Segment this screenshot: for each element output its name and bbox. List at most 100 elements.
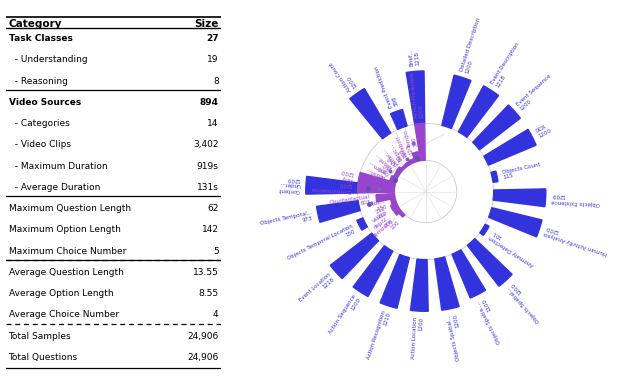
- Text: Why
1200: Why 1200: [339, 168, 355, 182]
- Text: 919s: 919s: [196, 162, 219, 170]
- Text: Count...
150: Count... 150: [373, 148, 397, 170]
- Polygon shape: [473, 105, 520, 150]
- Polygon shape: [406, 71, 425, 124]
- Polygon shape: [317, 201, 360, 222]
- Text: - Maximum Duration: - Maximum Duration: [8, 162, 107, 170]
- Text: Logic...
100: Logic... 100: [388, 139, 408, 161]
- Text: - Video Clips: - Video Clips: [8, 140, 70, 149]
- Polygon shape: [396, 167, 403, 174]
- Polygon shape: [491, 171, 498, 182]
- Text: Average Choice Number: Average Choice Number: [8, 310, 118, 319]
- Polygon shape: [358, 172, 396, 187]
- Text: Size: Size: [195, 19, 219, 29]
- Text: 3,402: 3,402: [193, 140, 219, 149]
- Text: OCR
1200: OCR 1200: [535, 123, 552, 139]
- Text: 62: 62: [207, 204, 219, 213]
- Text: Objects Count
115: Objects Count 115: [502, 162, 541, 180]
- Polygon shape: [410, 259, 428, 311]
- Text: 8: 8: [213, 77, 219, 85]
- Text: 27: 27: [206, 34, 219, 43]
- Polygon shape: [452, 250, 486, 298]
- Text: Objects Spatia....
1100: Objects Spatia.... 1100: [476, 297, 507, 344]
- Text: Brief...
1218: Brief... 1218: [408, 48, 420, 66]
- Text: Event Description
1218: Event Description 1218: [490, 42, 525, 88]
- Polygon shape: [405, 162, 411, 167]
- Polygon shape: [357, 218, 367, 230]
- Polygon shape: [358, 183, 395, 193]
- Text: 4: 4: [213, 310, 219, 319]
- Text: Patter...
80: Patter... 80: [381, 143, 403, 166]
- Polygon shape: [394, 208, 401, 215]
- Polygon shape: [394, 172, 400, 178]
- Polygon shape: [412, 152, 420, 162]
- Polygon shape: [480, 224, 489, 235]
- Text: - Understanding: - Understanding: [8, 55, 87, 64]
- Polygon shape: [415, 123, 425, 161]
- Text: 24,906: 24,906: [188, 332, 219, 340]
- Text: Average Question Length: Average Question Length: [8, 268, 124, 277]
- Text: Event Prediction
398: Event Prediction 398: [374, 62, 399, 108]
- Text: 131s: 131s: [196, 183, 219, 192]
- Polygon shape: [484, 129, 536, 165]
- Text: Action Recognition
1210: Action Recognition 1210: [365, 309, 392, 362]
- Text: Maximum Choice Number: Maximum Choice Number: [8, 247, 126, 255]
- Text: Anomaly Detection
101: Anomaly Detection 101: [488, 229, 538, 267]
- Text: Objects Spatial...
1200: Objects Spatial... 1200: [447, 313, 467, 361]
- Polygon shape: [409, 159, 415, 164]
- Text: Action Location
1200: Action Location 1200: [412, 316, 424, 359]
- Text: Total Samples: Total Samples: [8, 332, 71, 340]
- Text: Tempora...
100: Tempora... 100: [372, 215, 401, 243]
- Text: Comm...
130: Comm... 130: [367, 155, 393, 176]
- Text: Action Prediction
1200: Action Prediction 1200: [410, 72, 424, 118]
- Text: Total Questions: Total Questions: [8, 353, 77, 362]
- Text: 8.55: 8.55: [198, 289, 219, 298]
- Text: 5: 5: [213, 247, 219, 255]
- Text: - Reasoning: - Reasoning: [8, 77, 67, 85]
- Polygon shape: [350, 88, 391, 139]
- Text: Task Classes: Task Classes: [8, 34, 72, 43]
- Polygon shape: [435, 257, 459, 310]
- Text: Commonsense
1200: Commonsense 1200: [310, 180, 352, 193]
- Polygon shape: [390, 198, 397, 205]
- Text: Objects Temporal...
973: Objects Temporal... 973: [259, 210, 314, 232]
- Polygon shape: [306, 177, 358, 194]
- Text: Action Sequence
1200: Action Sequence 1200: [328, 294, 362, 338]
- Text: Human Activity Analysis
1200: Human Activity Analysis 1200: [543, 225, 610, 256]
- Text: Objects Existence
1209: Objects Existence 1209: [551, 193, 600, 206]
- Text: 894: 894: [200, 98, 219, 107]
- Text: Causal
Reaso...
200: Causal Reaso... 200: [362, 160, 388, 184]
- Text: Maximum Option Length: Maximum Option Length: [8, 225, 120, 234]
- Text: 14: 14: [207, 119, 219, 128]
- Text: Category: Category: [8, 19, 62, 29]
- Text: 142: 142: [202, 225, 219, 234]
- Polygon shape: [442, 75, 471, 128]
- Text: - Categories: - Categories: [8, 119, 69, 128]
- Polygon shape: [458, 86, 499, 137]
- Text: Objects Temporal Location
150: Objects Temporal Location 150: [287, 223, 356, 266]
- Text: Event Sequence
1200: Event Sequence 1200: [515, 74, 556, 111]
- Text: 24,906: 24,906: [188, 353, 219, 362]
- Text: Content
Under...
1200: Content Under... 1200: [278, 175, 301, 193]
- Text: Lot...
150: Lot... 150: [371, 198, 387, 213]
- Polygon shape: [399, 211, 405, 217]
- Text: 212
212: 212 212: [375, 206, 389, 220]
- Text: Average Option Length: Average Option Length: [8, 289, 113, 298]
- Polygon shape: [380, 255, 410, 308]
- Polygon shape: [376, 193, 395, 202]
- Text: - Average Duration: - Average Duration: [8, 183, 100, 192]
- Text: Tempo...
300: Tempo... 300: [403, 123, 419, 148]
- Text: 13.55: 13.55: [193, 268, 219, 277]
- Text: Objects Spatial...
1200: Objects Spatial... 1200: [506, 281, 545, 323]
- Polygon shape: [390, 175, 397, 183]
- Polygon shape: [488, 208, 542, 237]
- Text: 19: 19: [207, 55, 219, 64]
- Polygon shape: [493, 189, 546, 207]
- Text: Detailed Description
1200: Detailed Description 1200: [460, 17, 487, 74]
- Text: Counterfactual
603: Counterfactual 603: [330, 194, 371, 210]
- Polygon shape: [390, 110, 407, 129]
- Polygon shape: [330, 233, 378, 278]
- Polygon shape: [390, 203, 399, 211]
- Text: Maximum Question Length: Maximum Question Length: [8, 204, 131, 213]
- Text: Video Sources: Video Sources: [8, 98, 81, 107]
- Text: Relation...
120: Relation... 120: [393, 127, 414, 157]
